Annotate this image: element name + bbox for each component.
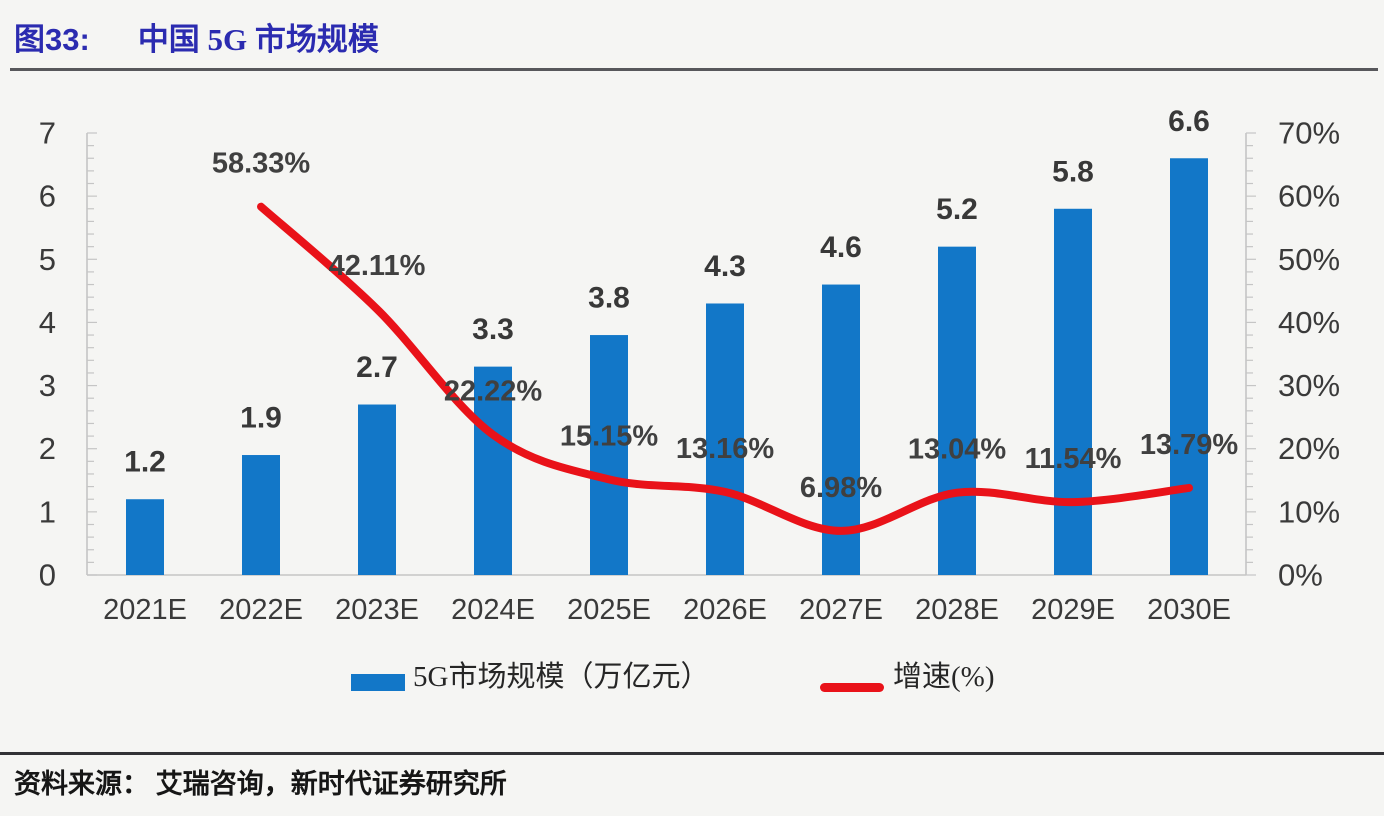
- x-axis-label-2023E: 2023E: [335, 594, 419, 626]
- bar-2030E: [1170, 158, 1208, 575]
- left-axis-label-3: 3: [39, 368, 56, 403]
- right-axis-label-50%: 50%: [1278, 242, 1340, 277]
- right-axis-label-30%: 30%: [1278, 368, 1340, 403]
- legend-bar-label: 5G市场规模（万亿元）: [413, 661, 710, 693]
- bar-2026E: [706, 303, 744, 575]
- bar-value-label-2024E: 3.3: [472, 313, 514, 346]
- left-axis-label-0: 0: [39, 558, 56, 593]
- x-axis-label-2026E: 2026E: [683, 594, 767, 626]
- x-axis-label-2027E: 2027E: [799, 594, 883, 626]
- bar-value-label-2028E: 5.2: [936, 193, 978, 226]
- right-axis-label-70%: 70%: [1278, 116, 1340, 151]
- bar-2021E: [126, 499, 164, 575]
- bar-2029E: [1054, 208, 1092, 575]
- bar-2028E: [938, 246, 976, 575]
- growth-label-2025E: 15.15%: [560, 420, 659, 452]
- right-axis-label-0%: 0%: [1278, 558, 1323, 593]
- left-axis-label-2: 2: [39, 431, 56, 466]
- bar-value-label-2027E: 4.6: [820, 231, 862, 264]
- right-axis-label-60%: 60%: [1278, 179, 1340, 214]
- bar-2023E: [358, 404, 396, 575]
- figure-number-label: 图33:: [14, 22, 90, 57]
- x-axis-label-2030E: 2030E: [1147, 594, 1231, 626]
- x-axis-label-2028E: 2028E: [915, 594, 999, 626]
- left-axis-label-4: 4: [39, 305, 56, 340]
- growth-label-2030E: 13.79%: [1140, 429, 1239, 461]
- growth-label-2022E: 58.33%: [212, 148, 311, 180]
- growth-label-2024E: 22.22%: [444, 376, 543, 408]
- left-axis-label-1: 1: [39, 494, 56, 529]
- x-axis-label-2025E: 2025E: [567, 594, 651, 626]
- left-axis-label-7: 7: [39, 116, 56, 151]
- growth-label-2029E: 11.54%: [1025, 443, 1122, 475]
- legend-line-label: 增速(%): [893, 661, 995, 693]
- bar-value-label-2022E: 1.9: [240, 402, 282, 435]
- bar-value-label-2029E: 5.8: [1052, 155, 1094, 188]
- bar-value-label-2023E: 2.7: [356, 351, 398, 384]
- x-axis-label-2029E: 2029E: [1031, 594, 1115, 626]
- bar-2024E: [474, 366, 512, 575]
- figure-header: 图33: 中国 5G 市场规模: [14, 14, 379, 60]
- right-axis-label-10%: 10%: [1278, 494, 1340, 529]
- legend-bar-swatch: [351, 674, 405, 691]
- left-axis-label-5: 5: [39, 242, 56, 277]
- right-axis-label-20%: 20%: [1278, 431, 1340, 466]
- growth-label-2028E: 13.04%: [908, 434, 1007, 466]
- bar-value-label-2025E: 3.8: [588, 282, 630, 315]
- figure-title: 中国 5G 市场规模: [137, 22, 379, 57]
- bar-value-label-2021E: 1.2: [124, 446, 166, 479]
- bar-2022E: [242, 455, 280, 575]
- growth-label-2023E: 42.11%: [329, 250, 426, 282]
- bar-value-label-2026E: 4.3: [704, 250, 746, 283]
- x-axis-label-2021E: 2021E: [103, 594, 187, 626]
- bar-value-label-2030E: 6.6: [1168, 105, 1210, 138]
- right-axis-label-40%: 40%: [1278, 305, 1340, 340]
- growth-label-2026E: 13.16%: [676, 433, 775, 465]
- x-axis-label-2024E: 2024E: [451, 594, 535, 626]
- source-text: 资料来源： 艾瑞咨询，新时代证券研究所: [14, 769, 507, 799]
- left-axis-label-6: 6: [39, 179, 56, 214]
- header-divider: [10, 68, 1378, 71]
- footer-divider: [0, 752, 1384, 755]
- legend-line-swatch: [820, 683, 884, 692]
- growth-line: [257, 202, 1193, 535]
- bar-2025E: [590, 335, 628, 575]
- growth-label-2027E: 6.98%: [800, 472, 882, 504]
- x-axis-label-2022E: 2022E: [219, 594, 303, 626]
